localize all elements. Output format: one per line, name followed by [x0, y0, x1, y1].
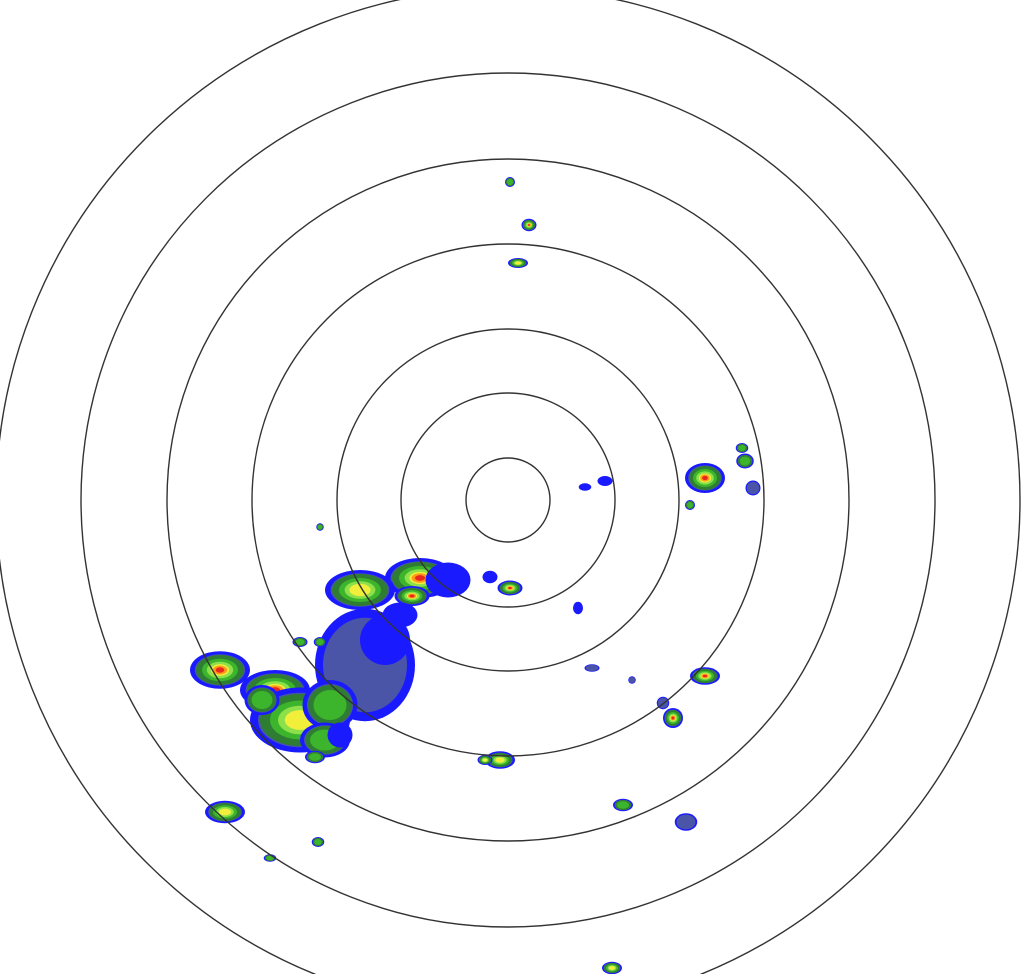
echo-layer [687, 502, 693, 508]
echo-layer [425, 562, 471, 598]
echo-layer [702, 475, 708, 481]
echo-layer [316, 639, 324, 645]
range-ring [465, 457, 551, 543]
echo-layer [314, 839, 322, 845]
echo-cell [325, 570, 395, 610]
echo-cell [302, 680, 358, 730]
echo-cell [674, 813, 698, 831]
echo-layer [628, 676, 636, 684]
echo-cell [745, 480, 761, 496]
echo-layer [309, 753, 321, 761]
echo-cell [508, 258, 528, 268]
echo-cell [482, 570, 498, 584]
echo-cell [578, 483, 592, 491]
echo-layer [702, 674, 708, 678]
echo-cell [505, 177, 515, 187]
echo-layer [671, 716, 675, 720]
echo-layer [527, 224, 531, 226]
echo-layer [617, 801, 629, 809]
echo-cell [316, 523, 324, 531]
echo-layer [360, 615, 410, 665]
echo-cell [394, 586, 430, 606]
echo-layer [578, 483, 592, 491]
echo-cell [628, 676, 636, 684]
echo-layer [514, 261, 522, 265]
echo-cell [685, 463, 725, 493]
echo-layer [409, 594, 415, 598]
echo-cell [602, 961, 622, 974]
echo-layer [218, 808, 232, 816]
echo-cell [597, 476, 613, 486]
echo-layer [313, 690, 347, 720]
echo-cell [735, 443, 749, 453]
echo-layer [482, 570, 498, 584]
range-ring [336, 328, 680, 672]
echo-layer [349, 583, 371, 597]
range-ring [80, 72, 936, 928]
echo-cell [736, 453, 754, 469]
echo-layer [266, 855, 274, 861]
echo-layer [676, 814, 696, 830]
echo-layer [482, 758, 488, 762]
echo-layer [495, 757, 505, 763]
echo-cell [690, 667, 720, 685]
echo-layer [746, 481, 760, 495]
range-ring [251, 243, 765, 757]
echo-cell [425, 562, 471, 598]
echo-cell [305, 750, 325, 764]
precipitation-echoes [190, 177, 761, 974]
echo-layer [507, 179, 513, 185]
echo-cell [613, 798, 633, 812]
echo-cell [360, 615, 410, 665]
echo-layer [251, 691, 273, 709]
echo-cell [573, 601, 583, 615]
echo-layer [608, 966, 616, 970]
echo-layer [508, 586, 512, 590]
range-ring [166, 158, 850, 842]
echo-cell [244, 685, 280, 715]
echo-cell [205, 800, 245, 824]
echo-cell [327, 722, 353, 748]
echo-layer [295, 639, 305, 645]
echo-layer [327, 722, 353, 748]
echo-layer [597, 476, 613, 486]
echo-layer [414, 575, 426, 581]
echo-layer [739, 456, 751, 466]
echo-cell [584, 664, 600, 672]
echo-cell [477, 755, 493, 765]
echo-cell [311, 837, 325, 847]
echo-cell [313, 637, 327, 647]
echo-cell [663, 708, 683, 728]
echo-layer [573, 601, 583, 615]
echo-cell [521, 218, 537, 232]
echo-layer [585, 664, 599, 672]
echo-cell [497, 580, 523, 596]
echo-layer [738, 445, 746, 451]
echo-layer [317, 524, 323, 530]
range-ring [400, 392, 616, 608]
echo-cell [685, 500, 695, 510]
echo-layer [215, 667, 225, 673]
